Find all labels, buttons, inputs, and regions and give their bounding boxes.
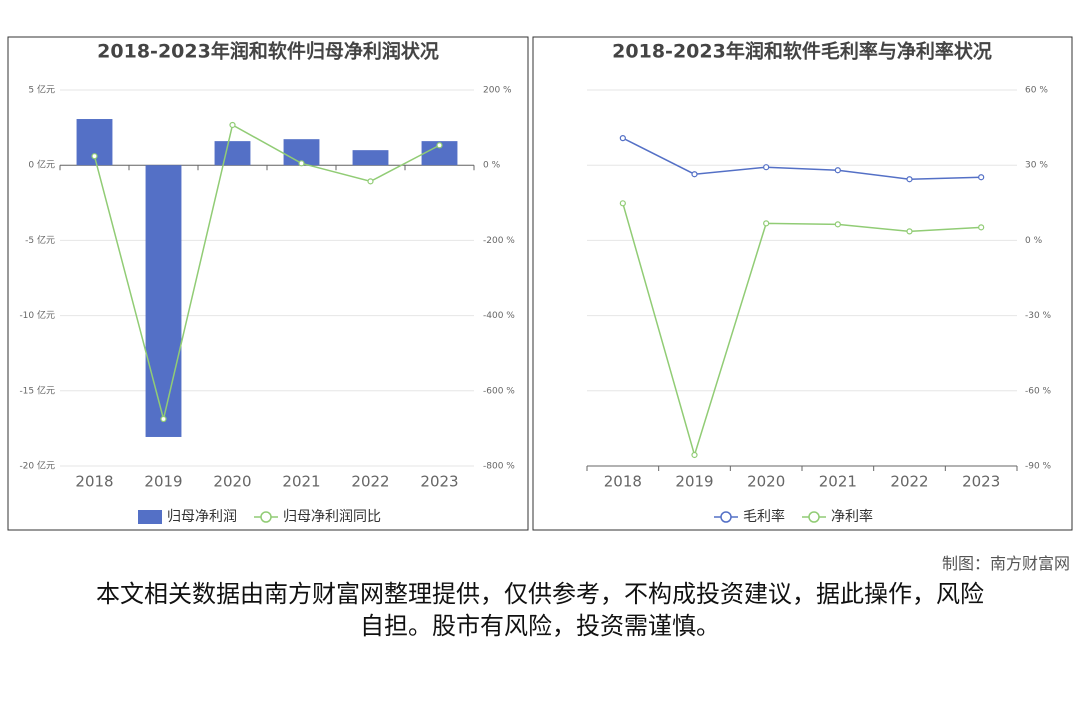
point: [834, 221, 841, 228]
legend-icon: [720, 511, 732, 523]
y-tick-label: -60 %: [1025, 386, 1052, 396]
legend-label: 归母净利润同比: [283, 508, 381, 525]
x-tick-label: 2022: [351, 473, 389, 491]
y2-tick-label: 200 %: [483, 86, 512, 96]
x-tick-label: 2021: [819, 473, 857, 491]
y-tick-label: 0 亿元: [28, 159, 55, 171]
point: [763, 164, 770, 171]
point: [91, 153, 98, 160]
bar: [145, 165, 182, 437]
x-tick-label: 2019: [144, 473, 182, 491]
point: [691, 451, 698, 459]
point: [229, 121, 236, 129]
point: [978, 224, 985, 231]
point: [691, 171, 698, 178]
y2-tick-label: -400 %: [483, 311, 515, 321]
x-tick-label: 2020: [213, 473, 251, 491]
point: [763, 220, 770, 227]
line: [622, 203, 982, 458]
chart-title: 2018-2023年润和软件归母净利润状况: [97, 40, 439, 63]
y-tick-label: -90 %: [1025, 462, 1052, 472]
panel-frame: [532, 36, 1073, 531]
legend-icon: [808, 511, 820, 523]
legend-label: 毛利率: [743, 508, 785, 525]
x-tick-label: 2018: [604, 473, 642, 491]
point: [834, 167, 841, 174]
chart-title: 2018-2023年润和软件毛利率与净利率状况: [612, 40, 992, 63]
y-tick-label: 0 %: [1025, 236, 1043, 246]
legend-icon: [260, 511, 272, 523]
y-tick-label: -15 亿元: [19, 384, 55, 396]
y-tick-label: -5 亿元: [25, 234, 55, 246]
point: [906, 176, 913, 183]
y2-tick-label: -200 %: [483, 236, 515, 246]
legend-icon: [138, 510, 162, 524]
line: [93, 123, 440, 420]
point: [367, 178, 374, 185]
x-tick-label: 2022: [890, 473, 928, 491]
credit: 制图：南方财富网: [941, 554, 1070, 573]
x-tick-label: 2020: [747, 473, 785, 491]
y-tick-label: 5 亿元: [28, 84, 55, 96]
y2-tick-label: -800 %: [483, 462, 515, 472]
y2-tick-label: -600 %: [483, 386, 515, 396]
legend-label: 净利率: [831, 508, 873, 525]
line: [622, 137, 982, 180]
x-tick-label: 2018: [75, 473, 113, 491]
point: [619, 135, 626, 142]
point: [160, 415, 167, 423]
point: [436, 142, 443, 149]
y-tick-label: -20 亿元: [19, 460, 55, 472]
bar: [214, 141, 251, 166]
y-tick-label: 60 %: [1025, 86, 1048, 96]
x-tick-label: 2019: [675, 473, 713, 491]
charts: 2018-2023年润和软件归母净利润状况 -20 亿元 -15 亿元 -10 亿元 -…: [7, 36, 1073, 531]
y2-tick-label: 0 %: [483, 161, 501, 171]
point: [906, 228, 913, 235]
point: [298, 160, 305, 167]
disclaimer: 本文相关数据由南方财富网整理提供，仅供参考，不构成投资建议，据此操作，风险自担。…: [96, 580, 984, 640]
point: [619, 200, 626, 207]
y-tick-label: -30 %: [1025, 311, 1052, 321]
y-tick-label: 30 %: [1025, 161, 1048, 171]
legend-label: 归母净利润: [167, 508, 237, 525]
y-tick-label: -10 亿元: [19, 309, 55, 321]
bar: [352, 150, 389, 166]
point: [978, 174, 985, 181]
x-tick-label: 2021: [282, 473, 320, 491]
x-tick-label: 2023: [962, 473, 1000, 491]
panel-frame: [7, 36, 529, 531]
x-tick-label: 2023: [420, 473, 458, 491]
